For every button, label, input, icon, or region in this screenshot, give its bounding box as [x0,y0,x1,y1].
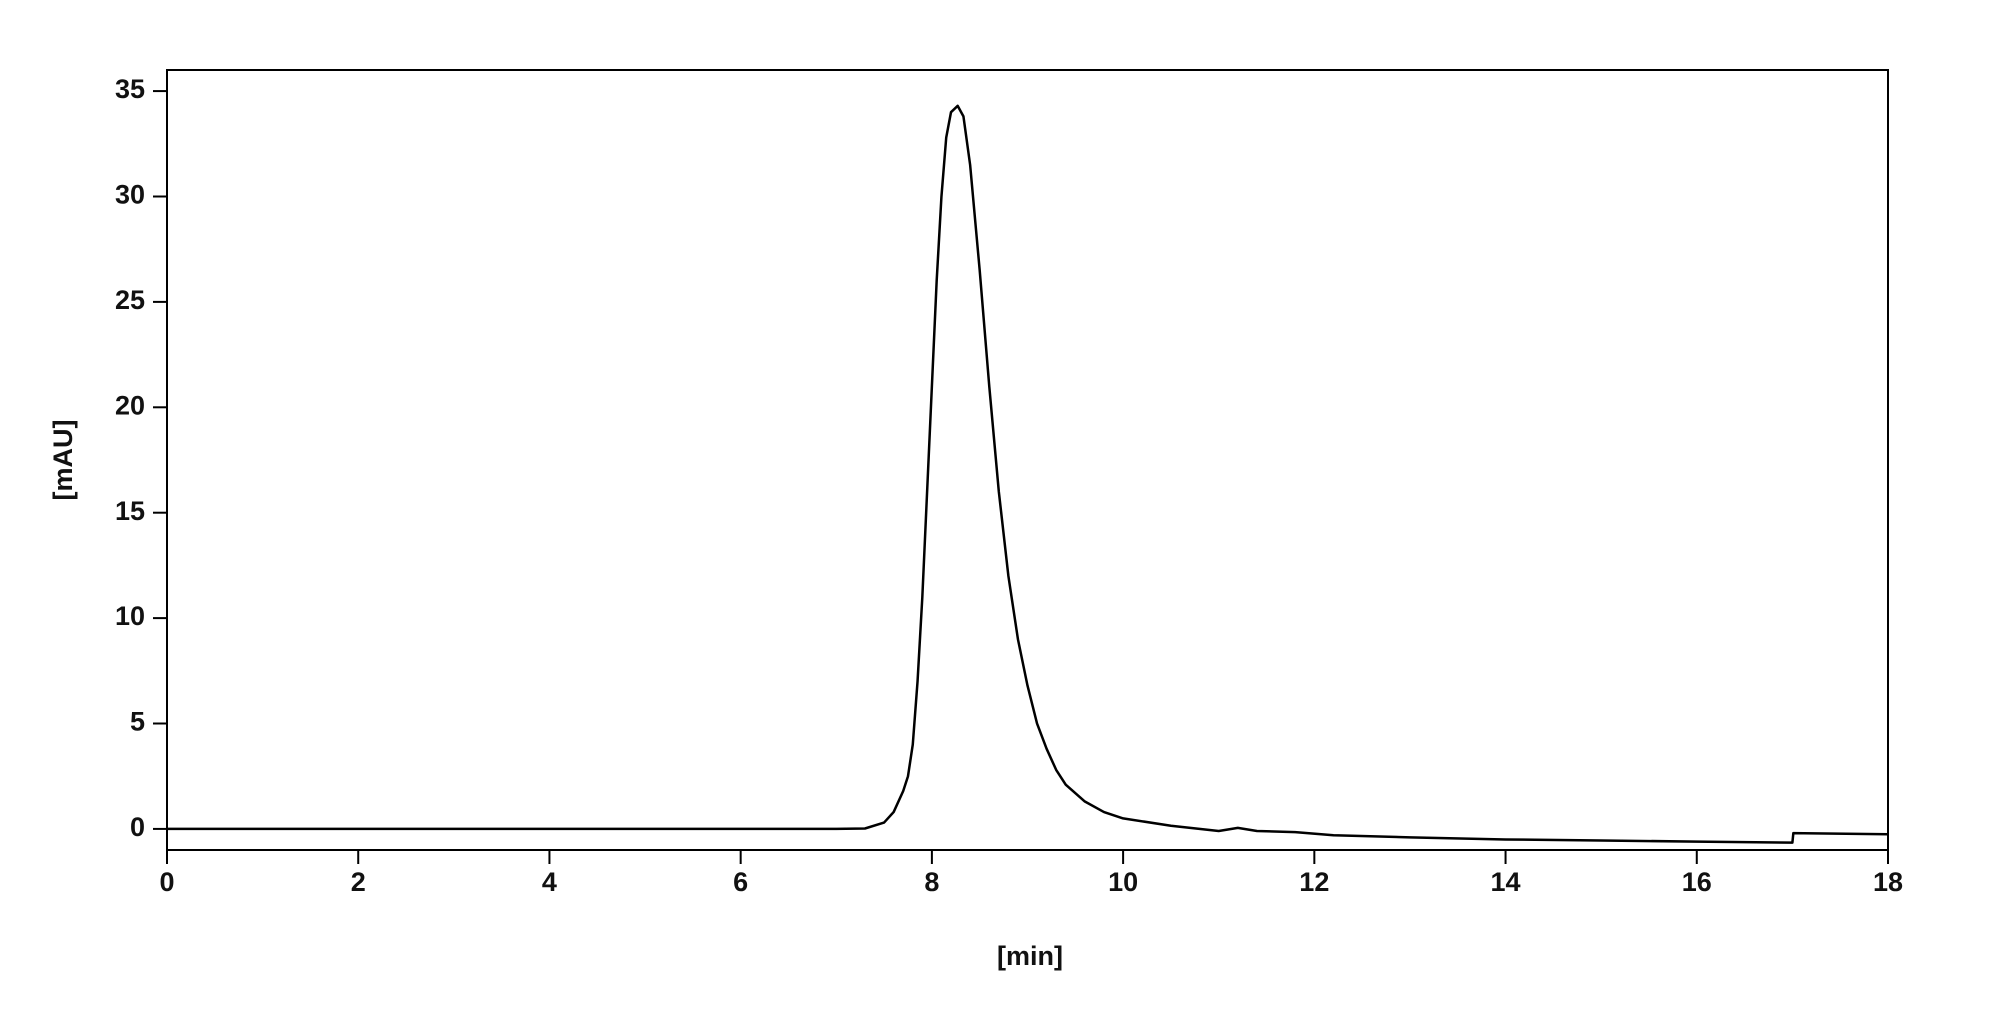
y-tick-label: 15 [115,496,145,526]
y-tick-label: 25 [115,285,145,315]
x-tick-label: 18 [1873,867,1903,897]
y-tick-label: 5 [130,707,145,737]
x-axis-label: [min] [997,941,1063,971]
x-tick-label: 10 [1108,867,1138,897]
y-tick-label: 10 [115,601,145,631]
x-tick-label: 8 [924,867,939,897]
chromatogram-line [167,104,1889,844]
x-tick-label: 0 [159,867,174,897]
plot-frame [166,69,1889,851]
y-axis-label: [mAU] [48,420,78,501]
y-tick-label: 30 [115,180,145,210]
x-tick-label: 4 [542,867,557,897]
x-tick-label: 2 [351,867,366,897]
y-tick-label: 0 [130,812,145,842]
y-tick-label: 20 [115,390,145,420]
x-tick-label: 14 [1491,867,1521,897]
x-tick-label: 16 [1682,867,1712,897]
x-tick-label: 6 [733,867,748,897]
y-tick-label: 35 [115,74,145,104]
x-tick-label: 12 [1299,867,1329,897]
